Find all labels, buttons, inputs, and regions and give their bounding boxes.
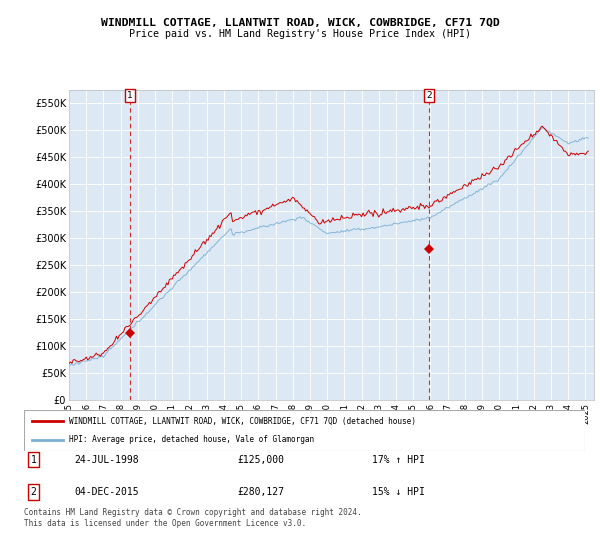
Text: 24-JUL-1998: 24-JUL-1998 [74, 455, 139, 465]
Text: £280,127: £280,127 [237, 487, 284, 497]
Text: 2: 2 [426, 91, 432, 100]
Text: WINDMILL COTTAGE, LLANTWIT ROAD, WICK, COWBRIDGE, CF71 7QD: WINDMILL COTTAGE, LLANTWIT ROAD, WICK, C… [101, 18, 499, 28]
Text: HPI: Average price, detached house, Vale of Glamorgan: HPI: Average price, detached house, Vale… [69, 436, 314, 445]
Text: 1: 1 [31, 455, 37, 465]
Text: 04-DEC-2015: 04-DEC-2015 [74, 487, 139, 497]
Text: Price paid vs. HM Land Registry's House Price Index (HPI): Price paid vs. HM Land Registry's House … [129, 29, 471, 39]
Text: WINDMILL COTTAGE, LLANTWIT ROAD, WICK, COWBRIDGE, CF71 7QD (detached house): WINDMILL COTTAGE, LLANTWIT ROAD, WICK, C… [69, 417, 416, 426]
Text: 1: 1 [127, 91, 133, 100]
Text: 17% ↑ HPI: 17% ↑ HPI [372, 455, 425, 465]
Text: Contains HM Land Registry data © Crown copyright and database right 2024.
This d: Contains HM Land Registry data © Crown c… [24, 508, 362, 528]
Text: 15% ↓ HPI: 15% ↓ HPI [372, 487, 425, 497]
Text: £125,000: £125,000 [237, 455, 284, 465]
Text: 2: 2 [31, 487, 37, 497]
FancyBboxPatch shape [24, 410, 585, 451]
